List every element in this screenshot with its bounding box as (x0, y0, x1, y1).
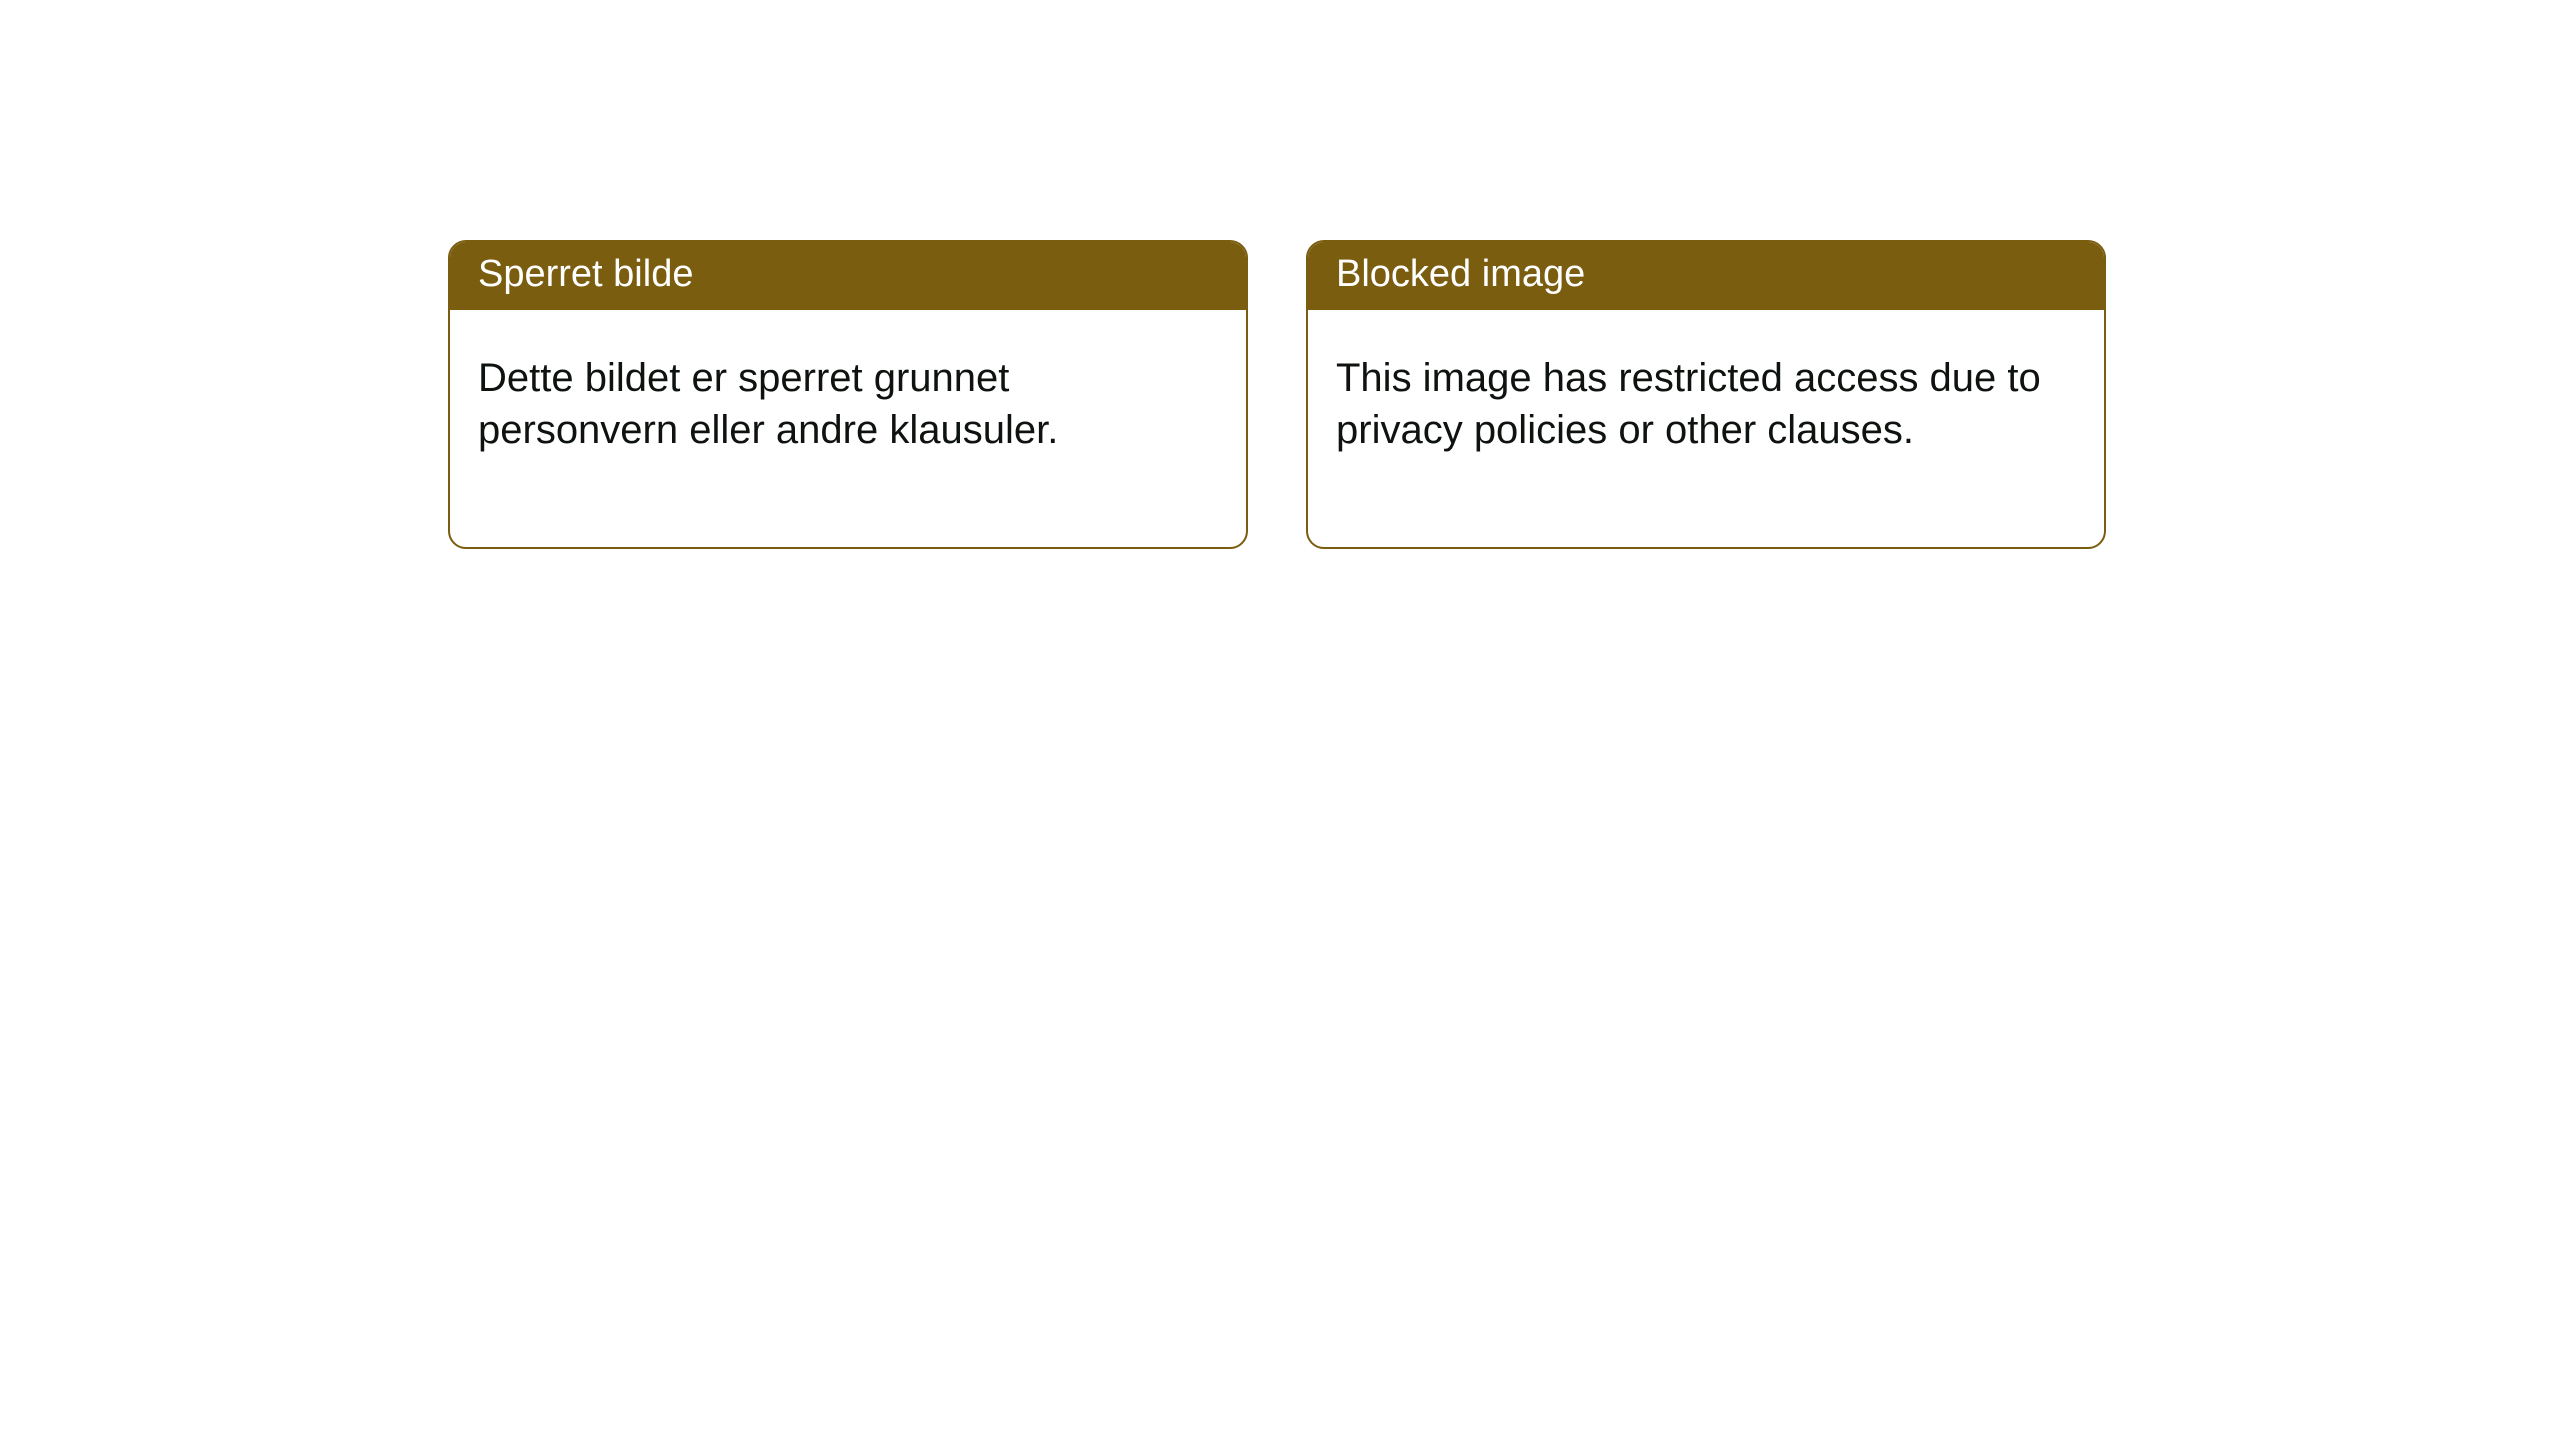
notice-body-norwegian: Dette bildet er sperret grunnet personve… (450, 310, 1246, 548)
notice-card-english: Blocked image This image has restricted … (1306, 240, 2106, 549)
notice-title-norwegian: Sperret bilde (450, 242, 1246, 310)
notice-card-norwegian: Sperret bilde Dette bildet er sperret gr… (448, 240, 1248, 549)
notice-container: Sperret bilde Dette bildet er sperret gr… (448, 240, 2106, 549)
notice-body-english: This image has restricted access due to … (1308, 310, 2104, 548)
notice-title-english: Blocked image (1308, 242, 2104, 310)
